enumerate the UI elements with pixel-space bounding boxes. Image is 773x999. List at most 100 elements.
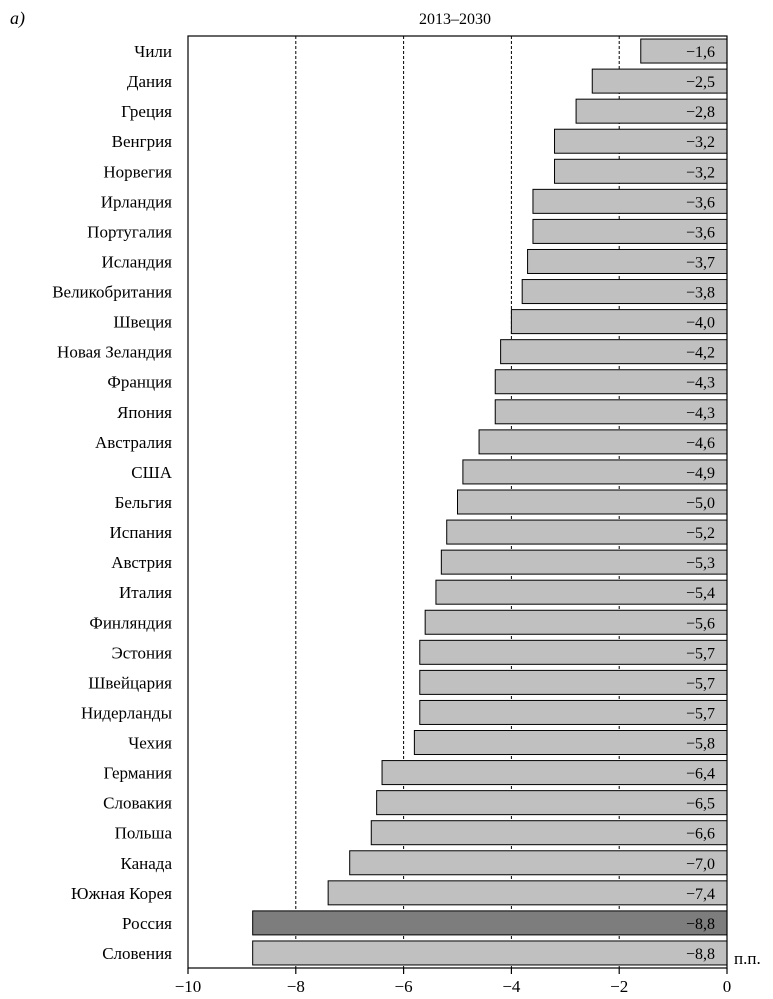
bar [521,279,728,305]
plot-frame [187,35,728,969]
data-label: −6,5 [686,796,715,813]
category-label: Чехия [128,734,172,753]
data-label: −2,5 [686,74,715,91]
category-label: США [131,463,172,482]
data-label: −3,2 [686,164,715,181]
data-label: −4,3 [686,375,715,392]
category-label: Канада [121,854,173,873]
category-label: Австралия [95,433,172,452]
data-label: −5,0 [686,495,715,512]
bar [591,68,728,94]
x-tick-label: −2 [610,977,628,996]
data-label: −4,2 [686,345,715,362]
category-label: Испания [110,523,173,542]
category-label: Бельгия [115,493,173,512]
category-label: Южная Корея [71,884,172,903]
data-label: −5,8 [686,736,715,753]
category-label: Словакия [103,794,172,813]
category-label: Россия [122,914,172,933]
category-label: Эстония [112,643,173,662]
data-label: −3,7 [686,254,715,271]
data-label: −1,6 [686,44,715,61]
data-label: −3,2 [686,134,715,151]
data-label: −4,0 [686,315,715,332]
data-label: −5,7 [686,675,715,692]
data-label: −3,6 [686,224,715,241]
data-label: −6,6 [686,826,715,843]
bars [252,38,728,966]
data-label: −2,8 [686,104,715,121]
bar [424,609,728,635]
bar [446,519,728,545]
category-label: Польша [115,824,173,843]
category-label: Австрия [111,553,172,572]
x-axis: −10 −8 −6 −4 −2 0 [175,968,731,996]
bar [327,880,728,906]
bar [419,639,728,665]
x-tick-label: −6 [395,977,413,996]
data-label: −5,2 [686,525,715,542]
data-label: −8,8 [686,946,715,963]
data-label: −3,8 [686,285,715,302]
chart-title: 2013–2030 [419,11,491,28]
category-label: Словения [102,944,172,963]
category-label: Италия [119,583,172,602]
data-label: −7,0 [686,856,715,873]
bar [554,128,728,154]
bar [413,730,728,756]
data-label: −4,3 [686,405,715,422]
bar [510,309,728,335]
x-tick-label: −10 [175,977,202,996]
category-label: Ирландия [101,192,172,211]
x-tick-label: −4 [502,977,521,996]
category-label: Франция [107,373,172,392]
bar [500,339,728,365]
bar [349,850,728,876]
category-label: Чили [134,42,172,61]
data-label: −5,3 [686,555,715,572]
bar [575,98,728,124]
data-label: −4,9 [686,465,715,482]
category-label: Германия [103,764,172,783]
data-label: −3,6 [686,194,715,211]
panel-label: а) [10,8,25,29]
bar [494,369,728,395]
bar [440,549,728,575]
category-label: Греция [121,102,172,121]
data-label: −5,4 [686,585,715,602]
bar [252,940,728,966]
data-label: −4,6 [686,435,715,452]
bar [252,910,728,936]
category-label: Япония [117,403,172,422]
bar [376,790,728,816]
x-tick-label: −8 [287,977,305,996]
category-label: Великобритания [52,283,172,302]
data-label: −7,4 [686,886,715,903]
category-label: Норвегия [103,162,172,181]
bar [435,579,728,605]
category-label: Новая Зеландия [57,343,172,362]
category-label: Финляндия [89,613,172,632]
category-labels: Чили Дания Греция Венгрия Норвегия Ирландия По… [52,42,173,963]
bar [494,399,728,425]
category-label: Швейцария [88,673,172,692]
category-label: Исландия [101,252,172,271]
value-labels: −1,6 −2,5 −2,8 −3,2 −3,2 −3,6 −3,6 −3,7 −3,8 −4,0… [686,44,715,963]
category-label: Нидерланды [81,703,173,722]
bar [532,188,728,214]
bar [419,699,728,725]
data-label: −5,6 [686,615,715,632]
bar [370,820,728,846]
data-label: −6,4 [686,766,715,783]
bar [419,669,728,695]
category-label: Венгрия [112,132,173,151]
bar [381,760,728,786]
category-label: Португалия [87,222,172,241]
data-label: −8,8 [686,916,715,933]
bar [640,38,728,64]
unit-label: п.п. [734,949,761,968]
category-label: Швеция [113,313,172,332]
bar [478,429,728,455]
category-label: Дания [127,72,172,91]
